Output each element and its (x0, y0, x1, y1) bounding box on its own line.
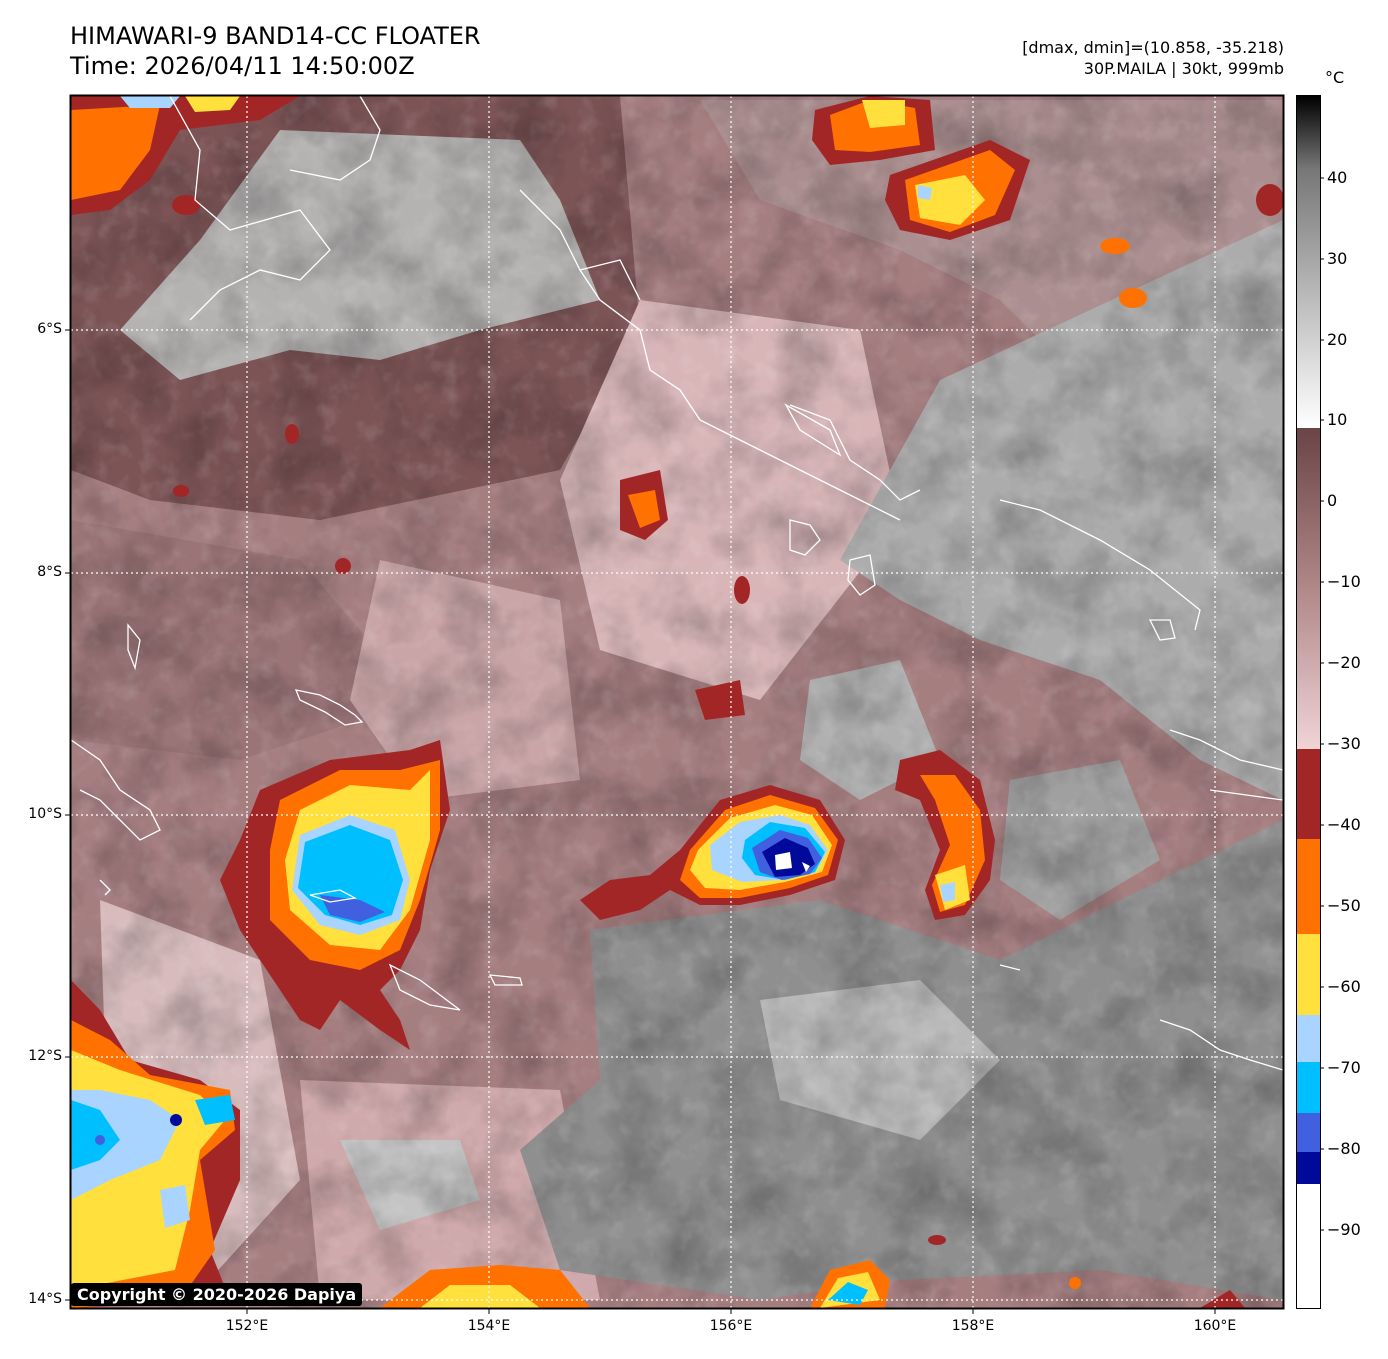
convective-cell (71, 96, 300, 215)
lon-label: 152°E (225, 1318, 269, 1334)
storm-info-label: 30P.MAILA | 30kt, 999mb (1083, 59, 1284, 78)
convective-cell (172, 195, 750, 720)
convective-cell (71, 980, 240, 1308)
colorbar-tick-label: 10 (1327, 410, 1348, 429)
lat-label: 14°S (28, 1291, 62, 1307)
colorbar (1296, 95, 1324, 1309)
colorbar-tick-label: 0 (1327, 491, 1338, 510)
colorbar-tick-label: −90 (1327, 1220, 1361, 1239)
texture (71, 96, 1283, 1308)
colorbar-tick-label: 40 (1327, 168, 1348, 187)
convective-cell (220, 740, 450, 1050)
lat-label: 12°S (28, 1048, 62, 1064)
chart-time: Time: 2026/04/11 14:50:00Z (70, 52, 415, 80)
lon-label: 156°E (709, 1318, 753, 1334)
convective-cell (812, 96, 1283, 308)
lon-label: 154°E (467, 1318, 511, 1334)
convective-cell (580, 785, 845, 920)
lon-label: 158°E (951, 1318, 995, 1334)
lat-label: 10°S (28, 806, 62, 822)
map-frame (69, 94, 1285, 1310)
colorbar-tick-label: 30 (1327, 249, 1348, 268)
coastlines (71, 96, 1283, 1071)
colorbar-tick-label: −80 (1327, 1139, 1361, 1158)
colorbar-tick-label: −10 (1327, 572, 1361, 591)
lat-label: 6°S (37, 321, 62, 337)
axis-ticks (65, 329, 1216, 1314)
data-range-label: [dmax, dmin]=(10.858, -35.218) (1022, 38, 1284, 57)
convective-cell (380, 1235, 1245, 1308)
colorbar-tick-label: −20 (1327, 653, 1361, 672)
lat-label: 8°S (37, 564, 62, 580)
lon-label: 160°E (1193, 1318, 1237, 1334)
map-panel (71, 96, 1283, 1308)
colorbar-tick-label: −40 (1327, 815, 1361, 834)
convective-cell (895, 750, 995, 920)
colorbar-unit: °C (1325, 68, 1345, 87)
gridlines (71, 96, 1283, 1308)
chart-title: HIMAWARI-9 BAND14-CC FLOATER (70, 22, 481, 50)
colorbar-tick-label: −30 (1327, 734, 1361, 753)
copyright-label: Copyright © 2020-2026 Dapiya (71, 1283, 363, 1306)
colorbar-tick-label: −50 (1327, 896, 1361, 915)
colorbar-tick-label: 20 (1327, 330, 1348, 349)
colorbar-tick-label: −70 (1327, 1058, 1361, 1077)
colorbar-tick-label: −60 (1327, 977, 1361, 996)
